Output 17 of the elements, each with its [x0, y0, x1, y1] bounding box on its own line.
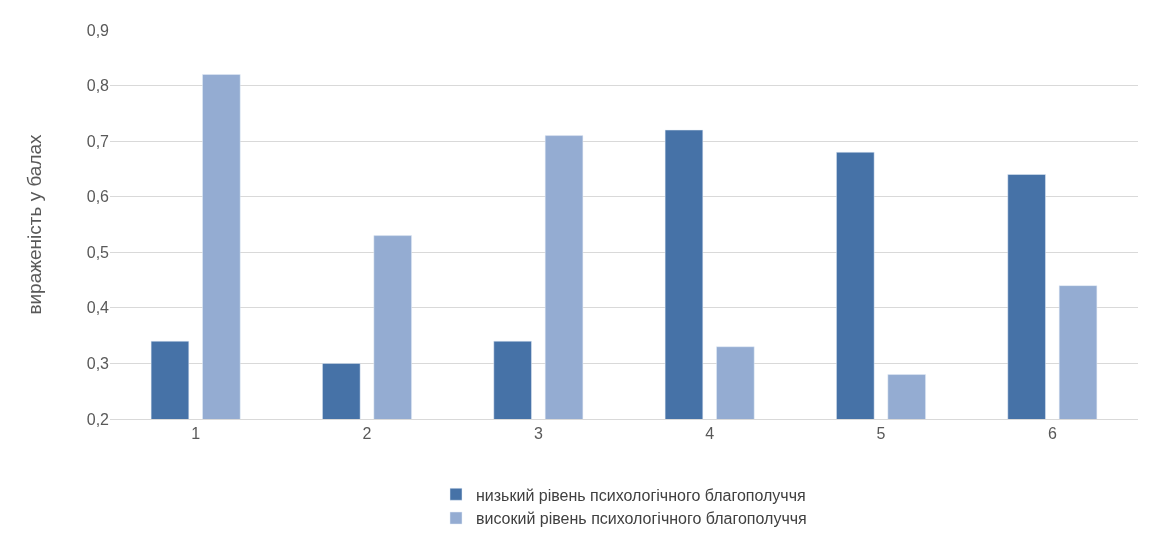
y-tick-label: 0,3: [86, 355, 110, 373]
y-tick-label: 0,5: [86, 243, 110, 261]
legend-label: високий рівень психологічного благополуччя: [476, 510, 807, 528]
y-axis-title: вираженість у балах: [23, 133, 45, 315]
y-tick-label: 0,7: [86, 132, 110, 150]
x-tick-label: 4: [705, 425, 715, 443]
y-tick-label: 0,9: [86, 21, 110, 39]
y-tick-label: 0,4: [86, 299, 110, 317]
y-tick-label: 0,2: [86, 410, 110, 428]
y-tick-label: 0,6: [86, 188, 110, 206]
y-tick-label: 0,8: [86, 77, 110, 95]
x-tick-label: 1: [191, 425, 201, 443]
x-tick-label: 3: [533, 425, 543, 443]
legend-label: низький рівень психологічного благополуччя: [476, 486, 806, 504]
x-tick-label: 2: [362, 425, 372, 443]
x-tick-label: 5: [876, 425, 886, 443]
x-tick-label: 6: [1047, 425, 1057, 443]
